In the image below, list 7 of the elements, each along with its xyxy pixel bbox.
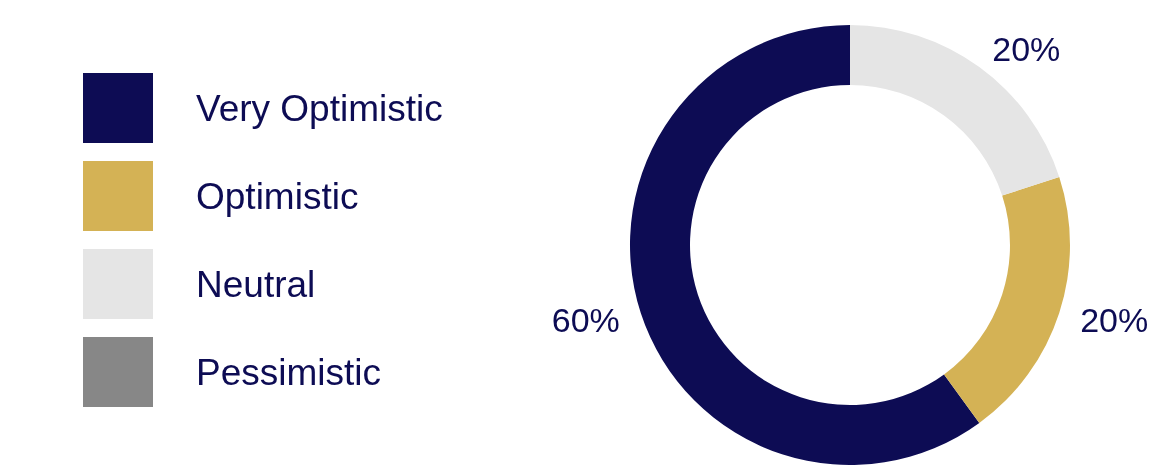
data-label: 60% (551, 300, 620, 339)
data-label: 20% (1080, 300, 1149, 339)
legend-label: Pessimistic (196, 351, 382, 393)
data-label: 20% (992, 30, 1061, 69)
legend-label: Optimistic (196, 175, 359, 217)
legend-label: Very Optimistic (196, 87, 443, 129)
legend-label: Neutral (196, 263, 316, 305)
